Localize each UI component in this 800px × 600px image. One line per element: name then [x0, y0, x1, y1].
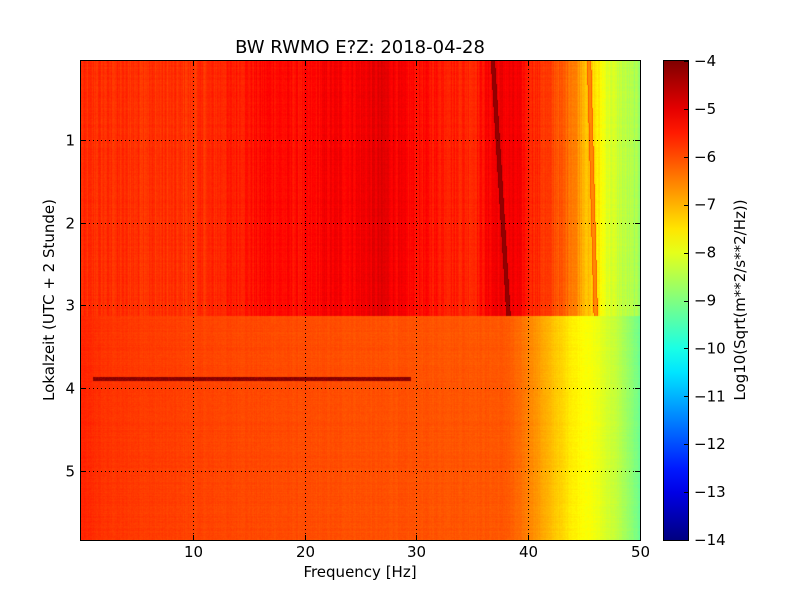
colorbar-tick-label-7: −11	[694, 387, 726, 405]
colorbar-tick-label-5: −9	[694, 292, 716, 310]
colorbar-tick-label-8: −12	[694, 435, 726, 453]
colorbar-fill	[664, 61, 688, 540]
y-axis: 1 2 3 4 5	[65, 132, 640, 481]
colorbar-tick-label-3: −7	[694, 196, 716, 214]
colorbar-frame	[663, 60, 689, 541]
y-tick-label-5: 5	[65, 463, 75, 481]
y-tick-label-4: 4	[65, 380, 75, 398]
heatmap-image	[81, 61, 640, 540]
y-tick-label-2: 2	[65, 215, 75, 233]
colorbar-tick-label-9: −13	[694, 483, 726, 501]
colorbar-axis: −4 −5 −6 −7 −8 −9 −10 −11 −12 −13 −14	[684, 52, 726, 549]
heatmap-raster	[81, 61, 640, 540]
x-axis-label: Frequency [Hz]	[303, 563, 416, 581]
colorbar-tick-label-1: −5	[694, 100, 716, 118]
x-tick-label-10: 10	[184, 543, 203, 561]
chart-title: BW RWMO E?Z: 2018-04-28	[235, 37, 485, 58]
colorbar-tick-label-10: −14	[694, 531, 726, 549]
colorbar-tick-label-6: −10	[694, 339, 726, 357]
x-tick-label-50: 50	[631, 543, 650, 561]
x-axis: 10 20 30 40 50	[184, 61, 650, 561]
x-tick-label-20: 20	[296, 543, 315, 561]
y-tick-label-1: 1	[65, 132, 75, 150]
colorbar-tick-label-2: −6	[694, 148, 716, 166]
colorbar-tick-label-0: −4	[694, 52, 716, 70]
colorbar-label: Log10(Sqrt(m**2/s**2/Hz))	[731, 199, 749, 400]
y-axis-label: Lokalzeit (UTC + 2 Stunde)	[40, 199, 58, 401]
colorbar-tick-label-4: −8	[694, 244, 716, 262]
plot-frame	[80, 60, 641, 541]
x-tick-label-30: 30	[407, 543, 426, 561]
y-tick-label-3: 3	[65, 297, 75, 315]
x-tick-label-40: 40	[519, 543, 538, 561]
